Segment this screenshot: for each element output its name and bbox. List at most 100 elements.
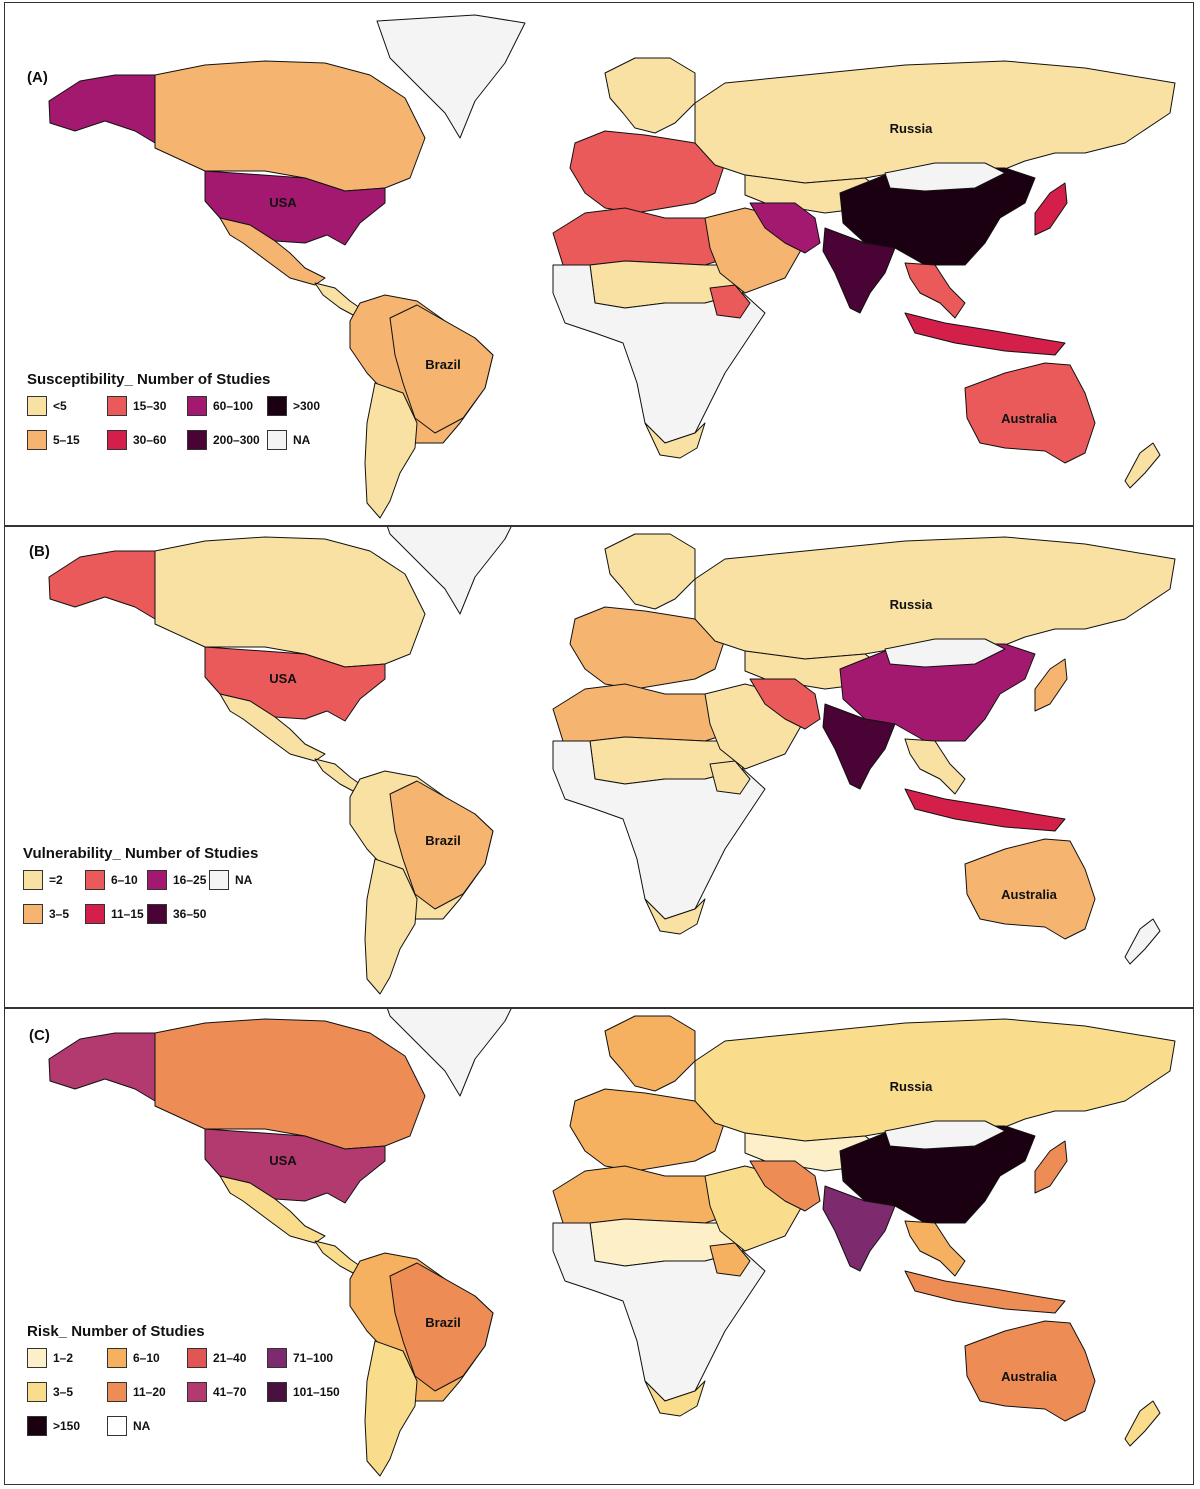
- panel-b: (B) USA Brazil Russia Australia Vulnerabili…: [4, 526, 1194, 1008]
- legend-swatch: [27, 1416, 47, 1436]
- region-mongolia: [884, 162, 1006, 192]
- region-mongolia: [884, 1120, 1006, 1150]
- legend-label: NA: [235, 873, 253, 887]
- legend-label: 1–2: [53, 1351, 74, 1365]
- legend-item: 6–10: [85, 870, 138, 890]
- region-se-asia: [904, 1220, 966, 1277]
- region-japan: [1034, 182, 1068, 236]
- legend-label: 11–15: [111, 907, 144, 921]
- region-se-asia: [904, 262, 966, 319]
- legend-label: NA: [293, 433, 311, 447]
- region-argentina: [364, 858, 418, 995]
- country-label-russia: Russia: [890, 597, 933, 612]
- legend-item: 11–20: [107, 1382, 166, 1402]
- legend-swatch: [187, 1348, 207, 1368]
- region-india: [822, 703, 896, 790]
- legend-item: 21–40: [187, 1348, 246, 1368]
- region-mongolia: [884, 638, 1006, 668]
- region-japan: [1034, 1140, 1068, 1194]
- region-brazil: [389, 304, 494, 434]
- legend-item: 3–5: [27, 1382, 73, 1402]
- region-scandinavia: [604, 533, 696, 610]
- legend-title: Susceptibility_ Number of Studies: [27, 371, 271, 388]
- legend-item: 3–5: [23, 904, 69, 924]
- legend: Risk_ Number of Studies 1–2 6–10 21–40 71–1…: [27, 1323, 367, 1448]
- region-india: [822, 227, 896, 314]
- region-alaska: [48, 1032, 156, 1102]
- legend-swatch: [187, 396, 207, 416]
- legend-label: 3–5: [53, 1385, 74, 1399]
- legend-item: 5–15: [27, 430, 80, 450]
- legend-swatch: [23, 870, 43, 890]
- legend-item: <5: [27, 396, 67, 416]
- region-canada: [154, 1018, 426, 1150]
- legend-swatch: [27, 430, 47, 450]
- region-greenland: [387, 1009, 512, 1097]
- legend-label: >150: [53, 1419, 81, 1433]
- region-mexico: [219, 1175, 326, 1244]
- country-label-brazil: Brazil: [425, 833, 460, 848]
- legend-title: Risk_ Number of Studies: [27, 1323, 205, 1340]
- legend-swatch: [267, 1348, 287, 1368]
- legend-swatch: [85, 870, 105, 890]
- legend-label: 21–40: [213, 1351, 247, 1365]
- legend-label: 101–150: [293, 1385, 340, 1399]
- legend-item: 41–70: [187, 1382, 246, 1402]
- region-europe: [569, 606, 726, 690]
- country-label-australia: Australia: [1001, 1369, 1057, 1384]
- legend-swatch: [267, 430, 287, 450]
- legend-label: 41–70: [213, 1385, 247, 1399]
- legend-item: 36–50: [147, 904, 206, 924]
- region-africa: [552, 1222, 766, 1402]
- map-regions: USA Brazil Russia Australia: [48, 527, 1176, 995]
- country-label-brazil: Brazil: [425, 357, 460, 372]
- region-indonesia: [904, 1270, 1066, 1314]
- legend-label: 6–10: [111, 873, 138, 887]
- legend-item: 71–100: [267, 1348, 333, 1368]
- legend-swatch: [85, 904, 105, 924]
- region-s-africa: [644, 422, 706, 459]
- legend-swatch: [107, 430, 127, 450]
- region-greenland: [387, 527, 512, 615]
- region-alaska: [48, 74, 156, 144]
- country-label-russia: Russia: [890, 1079, 933, 1094]
- legend-swatch: [147, 870, 167, 890]
- legend-label: 36–50: [173, 907, 207, 921]
- legend-swatch: [187, 1382, 207, 1402]
- legend-item: 60–100: [187, 396, 253, 416]
- region-australia: [964, 362, 1096, 464]
- legend-label: 71–100: [293, 1351, 334, 1365]
- region-scandinavia: [604, 1015, 696, 1092]
- world-map: USA Brazil Russia Australia: [48, 14, 1176, 519]
- legend-label: 3–5: [49, 907, 70, 921]
- region-nz: [1124, 918, 1161, 965]
- legend-items: <5 15–30 60–100 >300 5–15 30–60 200–300 NA: [27, 396, 357, 462]
- region-ethiopia: [709, 760, 751, 795]
- legend-item: =2: [23, 870, 63, 890]
- region-mexico: [219, 693, 326, 762]
- panel-label: (B): [29, 543, 50, 560]
- panel-c: (C) USA Brazil Russia Australia Risk_ Numbe…: [4, 1008, 1194, 1485]
- region-s-africa: [644, 898, 706, 935]
- legend-swatch: [107, 1416, 127, 1436]
- legend-label: 16–25: [173, 873, 207, 887]
- legend-swatch: [107, 1348, 127, 1368]
- region-scandinavia: [604, 57, 696, 134]
- region-iran: [749, 202, 821, 254]
- country-label-australia: Australia: [1001, 411, 1057, 426]
- region-indonesia: [904, 312, 1066, 356]
- region-se-asia: [904, 738, 966, 795]
- region-australia: [964, 1320, 1096, 1422]
- legend-item: >150: [27, 1416, 80, 1436]
- legend-label: 11–20: [133, 1385, 166, 1399]
- panel-label: (C): [29, 1027, 50, 1044]
- region-india: [822, 1185, 896, 1272]
- legend-item: 101–150: [267, 1382, 340, 1402]
- region-central: [314, 758, 361, 792]
- map-regions: USA Brazil Russia Australia: [48, 1009, 1176, 1477]
- legend-swatch: [267, 1382, 287, 1402]
- country-label-usa: USA: [269, 1153, 297, 1168]
- legend-swatch: [267, 396, 287, 416]
- region-argentina: [364, 382, 418, 519]
- region-central: [314, 1240, 361, 1274]
